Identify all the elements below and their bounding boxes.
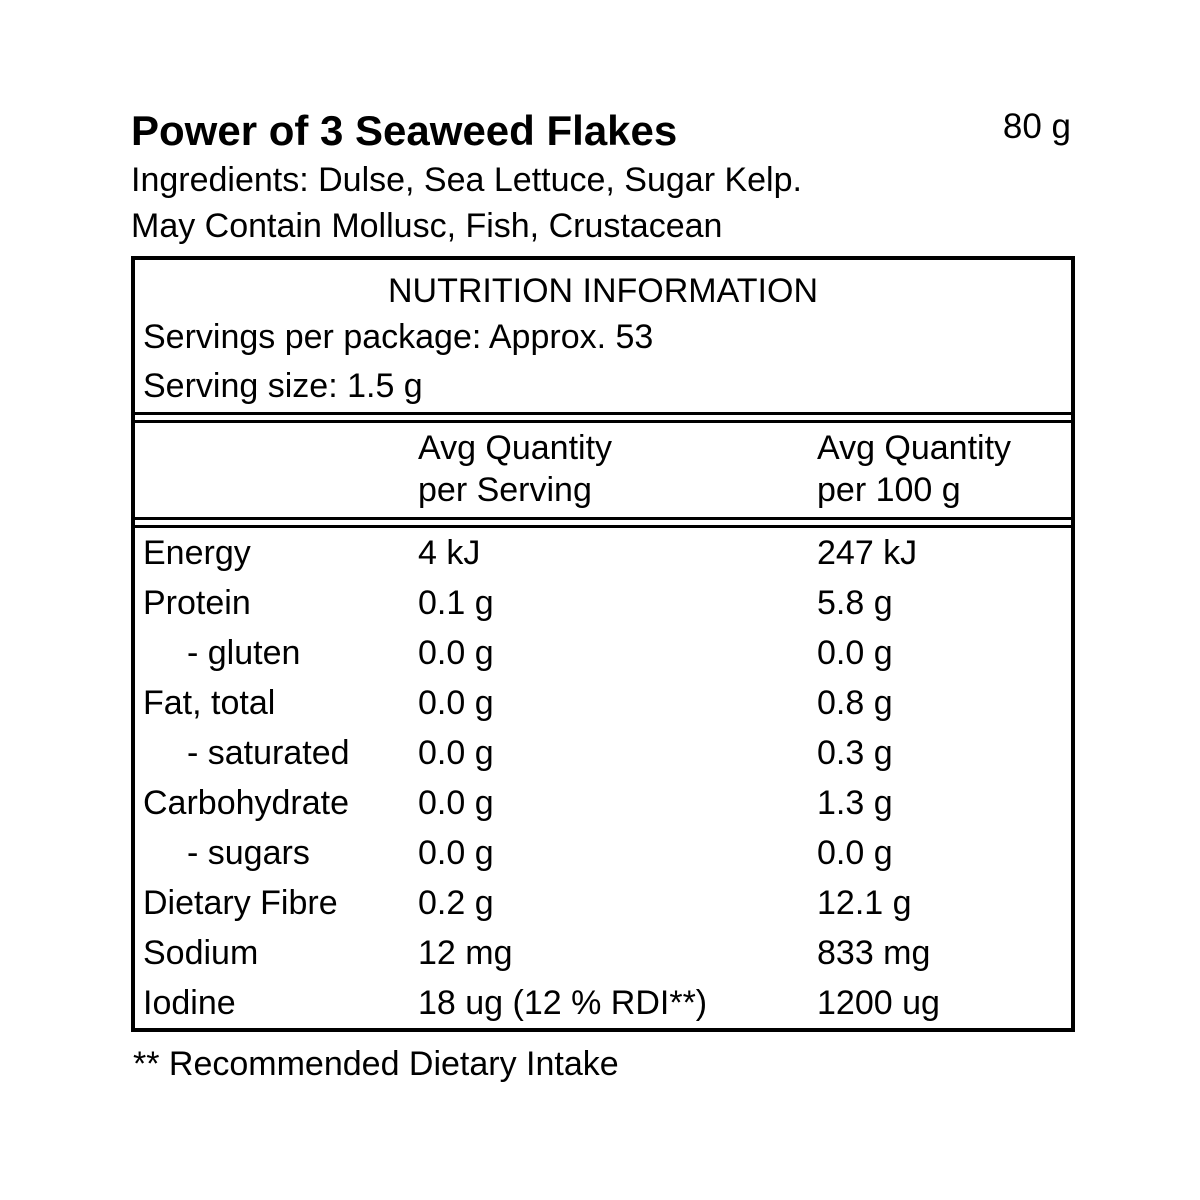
net-weight: 80 g xyxy=(1002,107,1071,146)
nutrient-per-100g: 833 mg xyxy=(817,934,931,972)
table-row-protein: Protein 0.1 g 5.8 g xyxy=(135,578,1071,628)
column-header-per-serving: Avg Quantity per Serving xyxy=(418,427,817,511)
table-row-saturated: - saturated 0.0 g 0.3 g xyxy=(135,728,1071,778)
nutrient-per-100g: 0.0 g xyxy=(817,834,893,872)
per-100g-line1: Avg Quantity xyxy=(817,429,1012,467)
nutrition-panel-title: NUTRITION INFORMATION xyxy=(388,272,818,310)
double-rule-top xyxy=(135,412,1071,423)
nutrient-name: Iodine xyxy=(143,984,236,1022)
nutrient-per-serving: 0.2 g xyxy=(418,884,494,922)
title-row: Power of 3 Seaweed Flakes 80 g xyxy=(131,105,1075,157)
nutrient-name: Carbohydrate xyxy=(143,784,350,822)
may-contain-text: May Contain Mollusc, Fish, Crustacean xyxy=(131,207,723,245)
ingredients-text: Ingredients: Dulse, Sea Lettuce, Sugar K… xyxy=(131,161,802,199)
column-header-per-100g: Avg Quantity per 100 g xyxy=(817,427,1071,511)
nutrient-name: Fat, total xyxy=(143,684,276,722)
nutrient-name: Sodium xyxy=(143,934,259,972)
double-rule-bottom xyxy=(135,517,1071,528)
nutrient-per-serving: 0.0 g xyxy=(418,634,494,672)
nutrient-per-serving: 18 ug (12 % RDI**) xyxy=(418,984,708,1022)
table-row-sodium: Sodium 12 mg 833 mg xyxy=(135,928,1071,978)
table-row-energy: Energy 4 kJ 247 kJ xyxy=(135,528,1071,578)
servings-per-package: Servings per package: Approx. 53 xyxy=(143,318,654,356)
nutrient-name: - sugars xyxy=(187,834,310,872)
nutrient-per-100g: 12.1 g xyxy=(817,884,912,922)
nutrient-per-100g: 0.3 g xyxy=(817,734,893,772)
nutrient-per-100g: 1.3 g xyxy=(817,784,893,822)
product-title: Power of 3 Seaweed Flakes xyxy=(131,107,678,154)
nutrient-per-serving: 0.0 g xyxy=(418,784,494,822)
nutrient-per-serving: 0.0 g xyxy=(418,734,494,772)
serving-size: Serving size: 1.5 g xyxy=(143,367,423,405)
table-row-sugars: - sugars 0.0 g 0.0 g xyxy=(135,828,1071,878)
nutrient-per-100g: 1200 ug xyxy=(817,984,940,1022)
nutrient-per-serving: 4 kJ xyxy=(418,534,481,572)
nutrient-per-serving: 12 mg xyxy=(418,934,513,972)
nutrient-name: - gluten xyxy=(187,634,301,672)
rdi-footnote: ** Recommended Dietary Intake xyxy=(133,1045,619,1083)
nutrient-name: - saturated xyxy=(187,734,350,772)
table-row-gluten: - gluten 0.0 g 0.0 g xyxy=(135,628,1071,678)
nutrient-per-serving: 0.0 g xyxy=(418,834,494,872)
table-row-iodine: Iodine 18 ug (12 % RDI**) 1200 ug xyxy=(135,978,1071,1028)
nutrient-name: Energy xyxy=(143,534,251,572)
nutrient-per-100g: 5.8 g xyxy=(817,584,893,622)
table-row-dietary-fibre: Dietary Fibre 0.2 g 12.1 g xyxy=(135,878,1071,928)
nutrient-per-serving: 0.0 g xyxy=(418,684,494,722)
table-row-fat-total: Fat, total 0.0 g 0.8 g xyxy=(135,678,1071,728)
nutrient-name: Dietary Fibre xyxy=(143,884,338,922)
nutrient-name: Protein xyxy=(143,584,251,622)
nutrient-per-serving: 0.1 g xyxy=(418,584,494,622)
nutrition-information-panel: NUTRITION INFORMATION Servings per packa… xyxy=(131,256,1075,1032)
nutrient-per-100g: 247 kJ xyxy=(817,534,918,572)
per-serving-line1: Avg Quantity xyxy=(418,429,613,467)
column-header-spacer xyxy=(143,427,418,511)
per-serving-line2: per Serving xyxy=(418,471,592,509)
per-100g-line2: per 100 g xyxy=(817,471,961,509)
nutrient-per-100g: 0.8 g xyxy=(817,684,893,722)
column-header-row: Avg Quantity per Serving Avg Quantity per … xyxy=(135,423,1071,517)
nutrient-per-100g: 0.0 g xyxy=(817,634,893,672)
label-content: Power of 3 Seaweed Flakes 80 g Ingredien… xyxy=(131,105,1075,1086)
table-row-carbohydrate: Carbohydrate 0.0 g 1.3 g xyxy=(135,778,1071,828)
